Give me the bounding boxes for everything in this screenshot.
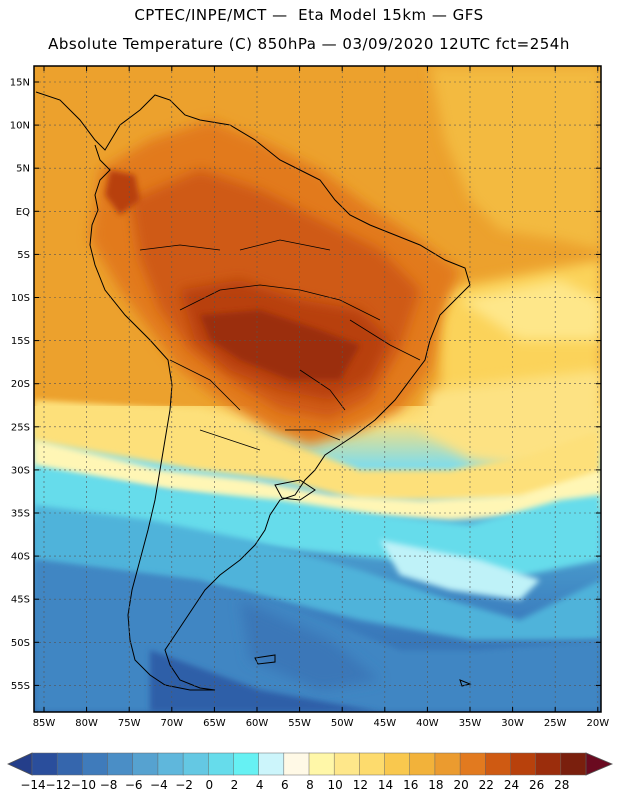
colorbar-swatch — [308, 752, 335, 776]
lon-label: 30W — [501, 718, 524, 729]
lat-label: 25S — [11, 422, 30, 433]
colorbar-label: 14 — [378, 778, 393, 792]
colorbar-swatch — [283, 752, 310, 776]
colorbar-swatch — [485, 752, 512, 776]
colorbar-label: 6 — [281, 778, 289, 792]
colorbar-swatch — [409, 752, 436, 776]
lon-label: 75W — [118, 718, 141, 729]
rio-de-la-plata — [274, 479, 316, 501]
colorbar-swatch — [132, 752, 159, 776]
header-line-1: CPTEC/INPE/MCT — Eta Model 15km — GFS — [134, 6, 484, 24]
colorbar-label: 16 — [403, 778, 418, 792]
continent-outline — [35, 91, 471, 691]
lon-label: 55W — [288, 718, 311, 729]
colorbar-label: 20 — [453, 778, 468, 792]
lat-label: 15N — [10, 78, 30, 89]
lon-label: 25W — [544, 718, 567, 729]
colorbar-high-arrow — [585, 752, 614, 776]
colorbar-swatch — [82, 752, 109, 776]
lat-label: 30S — [11, 465, 30, 476]
political-borders — [139, 239, 421, 451]
colorbar-label: 22 — [479, 778, 494, 792]
lat-label: 5N — [16, 164, 30, 175]
lat-label: 15S — [11, 336, 30, 347]
lon-label: 70W — [160, 718, 183, 729]
header-line-2: Absolute Temperature (C) 850hPa — 03/09/… — [48, 35, 570, 53]
colorbar-swatch — [182, 752, 209, 776]
lat-label: EQ — [16, 207, 30, 218]
colorbar-label: 10 — [328, 778, 343, 792]
lon-label: 45W — [373, 718, 396, 729]
colorbar-swatch — [384, 752, 411, 776]
lon-label: 40W — [416, 718, 439, 729]
colorbar-swatch — [359, 752, 386, 776]
colorbar-label: −12 — [46, 778, 71, 792]
lat-label: 50S — [11, 638, 30, 649]
colorbar-label: 8 — [306, 778, 314, 792]
lon-label: 50W — [331, 718, 354, 729]
lon-label: 65W — [203, 718, 226, 729]
colorbar-swatch — [31, 752, 58, 776]
lat-label: 40S — [11, 552, 30, 563]
colorbar-swatch — [157, 752, 184, 776]
map-frame — [33, 65, 602, 713]
colorbar-label: −2 — [175, 778, 193, 792]
lon-label: 20W — [586, 718, 609, 729]
lat-label: 55S — [11, 681, 30, 692]
lat-label: 5S — [17, 250, 30, 261]
colorbar-swatch — [233, 752, 260, 776]
colorbar-swatch — [434, 752, 461, 776]
colorbar-label: 26 — [529, 778, 544, 792]
colorbar-label: 24 — [504, 778, 519, 792]
colorbar-label: −8 — [100, 778, 118, 792]
lon-label: 85W — [33, 718, 56, 729]
colorbar-label: 2 — [231, 778, 239, 792]
longitude-axis: 85W 80W 75W 70W 65W 60W 55W 50W 45W 40W 35W 30W 25W 2… — [33, 66, 609, 729]
lat-label: 10S — [11, 293, 30, 304]
temperature-field — [34, 66, 601, 712]
lat-label: 35S — [11, 509, 30, 520]
colorbar-swatch — [560, 752, 587, 776]
colorbar-label: −10 — [71, 778, 96, 792]
lat-label: 45S — [11, 595, 30, 606]
lon-label: 60W — [246, 718, 269, 729]
lon-label: 35W — [459, 718, 482, 729]
colorbar-label: −6 — [125, 778, 143, 792]
colorbar-swatch — [535, 752, 562, 776]
lat-label: 20S — [11, 379, 30, 390]
colorbar-low-arrow — [7, 752, 33, 776]
colorbar-label: 0 — [205, 778, 213, 792]
colorbar-swatch — [510, 752, 537, 776]
coastlines — [35, 91, 472, 691]
colorbar-swatch — [56, 752, 83, 776]
colorbar-label: −14 — [20, 778, 45, 792]
colorbar-swatch — [333, 752, 360, 776]
lon-label: 80W — [75, 718, 98, 729]
colorbar-label: 4 — [256, 778, 264, 792]
colorbar-swatch — [208, 752, 235, 776]
colorbar-label: −4 — [150, 778, 168, 792]
colorbar-swatch — [107, 752, 134, 776]
colorbar-label: 18 — [428, 778, 443, 792]
lat-label: 10N — [10, 121, 30, 132]
colorbar-swatch — [459, 752, 486, 776]
colorbar-swatch — [258, 752, 285, 776]
colorbar: −14 −12 −10 −8 −6 −4 −2 0 2 4 6 8 10 12 14 16 18 20 22 24 26… — [7, 752, 614, 792]
colorbar-label: 12 — [353, 778, 368, 792]
latitude-axis: 15N 10N 5N EQ 5S 10S 15S 20S 25S 30S 35S 40S 45S 50S 5… — [10, 78, 601, 692]
colorbar-label: 28 — [554, 778, 569, 792]
